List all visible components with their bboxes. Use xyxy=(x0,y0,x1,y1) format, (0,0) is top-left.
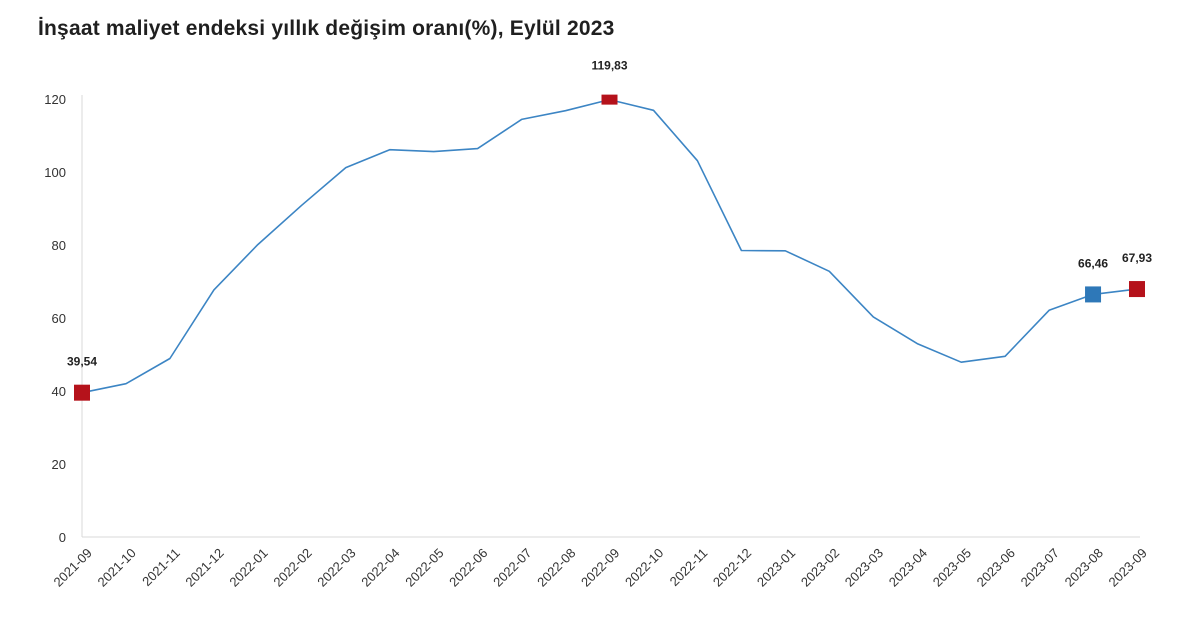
x-tick-label: 2022-06 xyxy=(446,545,490,589)
series-group xyxy=(81,98,1138,394)
x-tick-label: 2022-09 xyxy=(578,545,622,589)
data-label: 66,46 xyxy=(1078,256,1108,270)
y-tick-label: 20 xyxy=(52,457,66,472)
y-tick-label: 120 xyxy=(44,92,66,107)
chart-title: İnşaat maliyet endeksi yıllık değişim or… xyxy=(38,17,615,40)
x-tick-label: 2023-08 xyxy=(1062,545,1106,589)
highlight-marker xyxy=(74,384,90,401)
x-tick-label: 2022-07 xyxy=(490,545,534,589)
data-labels: 39,54 119,83 66,46 67,93 xyxy=(67,59,1152,369)
x-tick-label: 2021-09 xyxy=(51,545,95,589)
y-tick-label: 40 xyxy=(52,384,66,399)
x-tick-label: 2022-05 xyxy=(402,545,446,589)
x-tick-label: 2023-05 xyxy=(930,545,974,589)
x-tick-label: 2022-03 xyxy=(314,545,358,589)
x-tick-label: 2022-02 xyxy=(270,545,314,589)
x-tick-label: 2021-11 xyxy=(139,545,183,589)
x-tick-label: 2023-04 xyxy=(886,545,930,589)
highlight-markers xyxy=(74,94,1145,401)
highlight-marker xyxy=(1085,286,1102,303)
x-tick-label: 2023-01 xyxy=(754,545,798,589)
x-tick-label: 2022-08 xyxy=(534,545,578,589)
y-tick-label: 60 xyxy=(52,311,66,326)
x-tick-label: 2023-07 xyxy=(1018,545,1062,589)
highlight-marker xyxy=(1129,281,1145,298)
highlight-marker xyxy=(601,94,618,105)
x-tick-label: 2022-04 xyxy=(358,545,402,589)
x-tick-label: 2021-12 xyxy=(182,545,226,589)
x-tick-label: 2022-01 xyxy=(226,545,270,589)
y-tick-label: 80 xyxy=(52,238,66,253)
x-tick-label: 2023-03 xyxy=(842,545,886,589)
x-tick-label: 2022-11 xyxy=(667,545,711,589)
data-label: 39,54 xyxy=(67,355,97,369)
x-tick-label: 2021-10 xyxy=(95,545,139,589)
x-tick-label: 2022-10 xyxy=(622,545,666,589)
x-axis: 2021-09 2021-10 2021-11 2021-12 2022-01 2022-… xyxy=(51,536,1150,590)
series-line xyxy=(81,98,1138,394)
x-tick-label: 2023-02 xyxy=(798,545,842,589)
data-label: 119,83 xyxy=(591,59,627,73)
y-tick-label: 0 xyxy=(59,530,66,545)
x-tick-label: 2022-12 xyxy=(710,545,754,589)
y-tick-label: 100 xyxy=(44,165,66,180)
x-tick-label: 2023-06 xyxy=(974,545,1018,589)
x-tick-label: 2023-09 xyxy=(1106,545,1150,589)
y-axis: 0 20 40 60 80 100 120 xyxy=(44,92,83,545)
data-label: 67,93 xyxy=(1122,251,1152,265)
